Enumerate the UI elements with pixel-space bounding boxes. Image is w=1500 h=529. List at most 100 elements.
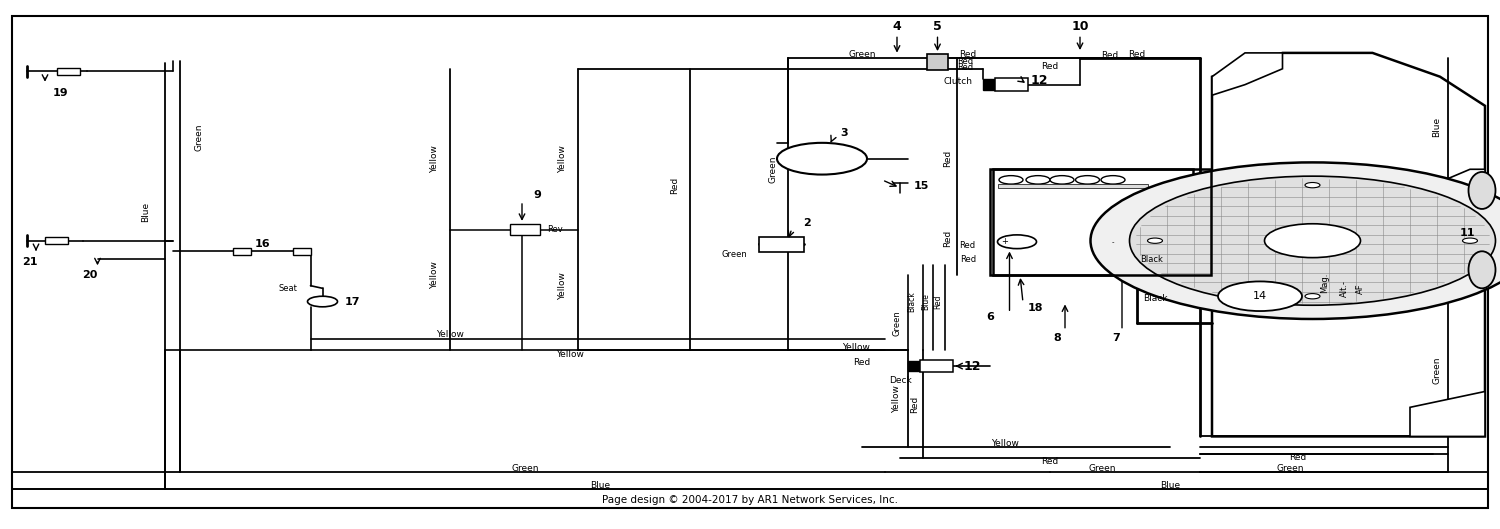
Text: Yellow: Yellow <box>892 386 902 413</box>
Polygon shape <box>1212 53 1485 436</box>
Text: Yellow: Yellow <box>436 330 463 339</box>
Text: 15: 15 <box>914 181 928 191</box>
Circle shape <box>1264 224 1360 258</box>
Text: 4: 4 <box>892 20 902 33</box>
Text: Red: Red <box>1041 61 1059 71</box>
Bar <box>982 79 994 90</box>
Bar <box>998 184 1148 188</box>
Text: 11: 11 <box>1460 228 1474 238</box>
Circle shape <box>1090 162 1500 319</box>
Text: Deck: Deck <box>888 376 912 386</box>
Text: 3: 3 <box>840 129 849 138</box>
Text: 19: 19 <box>53 88 68 97</box>
Text: Red: Red <box>1288 453 1306 462</box>
Text: 5: 5 <box>933 20 942 33</box>
Text: 14: 14 <box>1252 291 1268 301</box>
Text: Red: Red <box>944 230 952 247</box>
Bar <box>927 54 948 70</box>
Text: Green: Green <box>892 310 902 335</box>
Text: -: - <box>1112 239 1114 245</box>
Text: 9: 9 <box>532 190 542 199</box>
Bar <box>908 361 920 371</box>
Text: 20: 20 <box>82 270 98 280</box>
Text: Red: Red <box>957 57 974 67</box>
Text: Blue: Blue <box>1432 117 1442 137</box>
Bar <box>57 68 80 75</box>
Text: Red: Red <box>910 396 920 413</box>
Text: Yellow: Yellow <box>558 145 567 172</box>
Text: 6: 6 <box>986 313 994 322</box>
Text: 7: 7 <box>1112 333 1120 342</box>
Text: Clutch: Clutch <box>944 77 972 87</box>
Circle shape <box>1305 294 1320 299</box>
Text: Seat: Seat <box>278 284 297 293</box>
Polygon shape <box>1410 391 1485 436</box>
Circle shape <box>999 176 1023 184</box>
Text: Yellow: Yellow <box>992 439 1018 448</box>
Text: Red: Red <box>1041 457 1059 466</box>
Text: Blue: Blue <box>921 293 930 310</box>
Text: Green: Green <box>849 50 876 59</box>
Ellipse shape <box>1468 172 1496 209</box>
Bar <box>759 237 804 252</box>
Circle shape <box>1076 176 1100 184</box>
Text: Alt.-: Alt.- <box>1340 280 1348 297</box>
Circle shape <box>1462 238 1478 243</box>
Polygon shape <box>1212 53 1282 95</box>
Text: 12: 12 <box>963 360 981 372</box>
Text: Red: Red <box>670 177 680 194</box>
Text: Red: Red <box>933 294 942 309</box>
Circle shape <box>1050 176 1074 184</box>
Text: Page design © 2004-2017 by AR1 Network Services, Inc.: Page design © 2004-2017 by AR1 Network S… <box>602 495 898 505</box>
Bar <box>994 78 1028 91</box>
Text: Green: Green <box>768 156 777 183</box>
Text: Blue: Blue <box>1160 481 1180 490</box>
Circle shape <box>1305 183 1320 188</box>
Circle shape <box>1148 238 1162 243</box>
Text: Red: Red <box>852 358 870 367</box>
Text: Green: Green <box>1432 357 1442 384</box>
Text: 16: 16 <box>255 240 270 249</box>
Text: Red: Red <box>957 63 974 72</box>
Text: Green: Green <box>722 250 747 260</box>
Text: Black: Black <box>1143 294 1167 304</box>
Bar <box>990 169 1192 275</box>
Text: Rev: Rev <box>548 224 564 234</box>
Bar <box>232 248 250 255</box>
Text: 10: 10 <box>1071 20 1089 33</box>
Bar <box>920 360 952 372</box>
Text: Red: Red <box>958 50 976 59</box>
Text: Yellow: Yellow <box>556 350 584 359</box>
Text: AF: AF <box>1356 283 1365 294</box>
Ellipse shape <box>1468 251 1496 288</box>
Circle shape <box>777 143 867 175</box>
Text: Red: Red <box>1128 50 1146 59</box>
Circle shape <box>1101 176 1125 184</box>
Text: 2: 2 <box>802 218 812 228</box>
Circle shape <box>308 296 338 307</box>
Text: Yellow: Yellow <box>430 261 439 289</box>
Text: Green: Green <box>1089 463 1116 473</box>
Text: Yellow: Yellow <box>430 145 439 172</box>
Text: Green: Green <box>512 463 538 473</box>
Bar <box>292 248 310 255</box>
Bar <box>510 224 540 235</box>
Text: 21: 21 <box>22 257 38 267</box>
Circle shape <box>1026 176 1050 184</box>
Text: Red: Red <box>1101 51 1118 60</box>
Text: Green: Green <box>1276 463 1304 473</box>
Text: Green: Green <box>195 124 204 151</box>
Text: Red: Red <box>958 241 975 251</box>
Bar <box>993 169 1210 275</box>
Text: 12: 12 <box>1030 74 1048 87</box>
Bar <box>45 237 68 244</box>
Text: Blue: Blue <box>590 481 610 490</box>
Circle shape <box>1218 281 1302 311</box>
Text: Black: Black <box>1140 254 1162 264</box>
Text: Yellow: Yellow <box>558 272 567 299</box>
Text: Red: Red <box>960 254 976 264</box>
Polygon shape <box>1432 169 1485 222</box>
Text: +: + <box>1002 237 1008 247</box>
Text: 17: 17 <box>345 297 360 306</box>
Text: Yellow: Yellow <box>842 342 870 352</box>
